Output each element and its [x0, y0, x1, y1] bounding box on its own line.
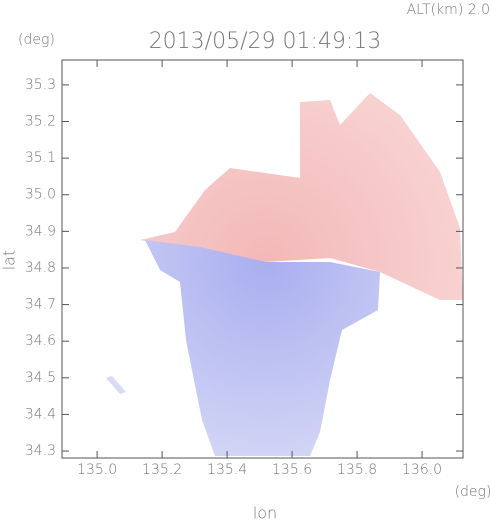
x-tick-label: 135.2 [142, 462, 182, 478]
header: ALT(km) 2.0 [407, 2, 490, 18]
receding-echo [145, 240, 380, 456]
y-unit: (deg) [18, 32, 55, 48]
x-tick-label: 135.4 [207, 462, 247, 478]
y-tick-label: 34.4 [25, 406, 56, 422]
y-tick-label: 34.5 [25, 370, 56, 386]
y-tick-label: 35.1 [25, 150, 56, 166]
chart-title: 2013/05/29 01:49:13 [149, 29, 382, 54]
y-tick-label: 35.0 [25, 187, 56, 203]
radar-field [106, 93, 463, 456]
y-tick-label: 34.9 [25, 223, 56, 239]
x-unit: (deg) [455, 484, 491, 500]
y-tick-label: 34.7 [25, 297, 56, 313]
x-tick-label: 135.0 [77, 462, 117, 478]
receding-echo [106, 376, 126, 394]
y-tick-label: 34.6 [25, 333, 56, 349]
x-axis-label: lon [253, 504, 277, 521]
y-axis-label: lat [0, 250, 19, 271]
y-tick-label: 34.8 [25, 260, 56, 276]
x-tick-label: 135.8 [337, 462, 377, 478]
x-tick-label: 135.6 [272, 462, 312, 478]
plot-frame [61, 59, 464, 459]
approaching-echo [140, 93, 463, 300]
x-tick-label: 136.0 [402, 462, 442, 478]
y-tick-label: 35.3 [25, 77, 56, 93]
y-tick-label: 35.2 [25, 114, 56, 130]
y-tick-label: 34.3 [25, 443, 56, 459]
